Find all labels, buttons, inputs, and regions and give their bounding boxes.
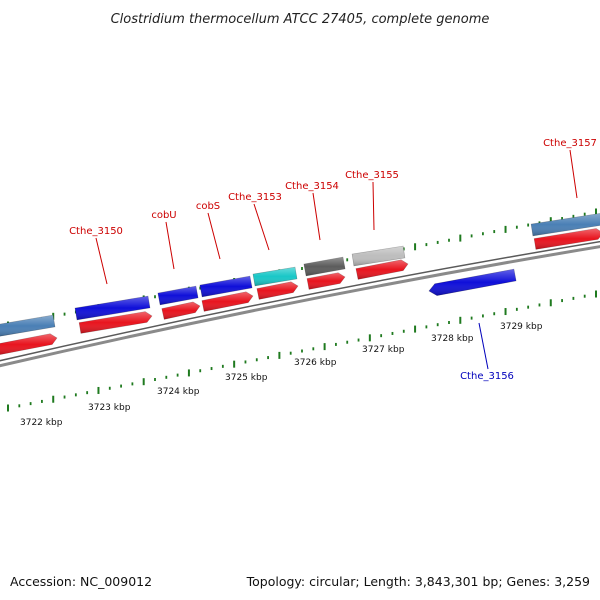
genome-stats-text: Topology: circular; Length: 3,843,301 bp…	[246, 574, 590, 589]
leader-line-cthe-3157	[569, 149, 578, 199]
tick-label: 3722 kbp	[20, 418, 63, 428]
backbone-line-inner	[0, 240, 600, 362]
gene-label-cobs: cobS	[196, 201, 220, 212]
leader-line-cthe-3154	[312, 192, 321, 241]
gene-label-cthe-3155: Cthe_3155	[345, 170, 399, 181]
gene-label-cthe-3150: Cthe_3150	[69, 226, 123, 237]
gene-label-cthe-3154: Cthe_3154	[285, 181, 339, 192]
tick-label: 3728 kbp	[431, 334, 474, 344]
kbp-ticks: 3722 kbp 3723 kbp 3724 kbp 3725 kbp 3726 kbp…	[7, 208, 597, 428]
gene-track	[0, 213, 600, 337]
gene-label-cobu: cobU	[151, 210, 176, 221]
gene-cthe-3153-shade	[253, 267, 297, 286]
leader-line-cthe-3156	[478, 322, 489, 370]
gene-label-cthe-3156: Cthe_3156	[460, 371, 514, 382]
gene-cthe-3157-shade	[531, 213, 600, 236]
gene-cthe-3156-shade	[429, 269, 517, 296]
cds-arrow-shade	[201, 291, 253, 312]
genome-backbone	[0, 240, 600, 368]
gene-cthe-3150-shade	[75, 296, 150, 320]
tick-label: 3723 kbp	[88, 403, 131, 413]
cds-track	[0, 228, 600, 355]
tick-label: 3727 kbp	[362, 345, 405, 355]
cds-arrow-shade	[534, 228, 600, 250]
cds-arrow-shade	[307, 272, 345, 290]
cds-arrow-shade	[0, 333, 57, 355]
tick-label: 3729 kbp	[500, 322, 543, 332]
map-title: Clostridium thermocellum ATCC 27405, com…	[111, 12, 490, 27]
gene-cobs-shade	[199, 276, 253, 297]
gene-cobu-shade	[157, 286, 199, 305]
tick-label: 3724 kbp	[157, 387, 200, 397]
cds-arrow-shade	[256, 281, 298, 300]
gene-cthe-3149-shade	[0, 315, 55, 337]
leader-line-cthe-3155	[372, 181, 375, 231]
cds-arrow-shade	[161, 301, 200, 320]
leader-line-cobs	[207, 212, 221, 260]
tick-label: 3725 kbp	[225, 373, 268, 383]
gene-cthe-3154-shade	[303, 257, 346, 276]
leader-line-cthe-3150	[95, 237, 108, 285]
cds-arrow-shade	[79, 311, 152, 334]
gene-label-cthe-3153: Cthe_3153	[228, 192, 282, 203]
cds-arrow-shade	[355, 259, 408, 280]
tick-label: 3726 kbp	[294, 358, 337, 368]
gene-cthe-3155-shade	[352, 246, 405, 266]
accession-text: Accession: NC_009012	[10, 574, 152, 589]
leader-line-cobu	[165, 221, 175, 270]
backbone-line-outer	[0, 245, 600, 368]
leader-line-cthe-3153	[253, 203, 270, 251]
gene-label-cthe-3157: Cthe_3157	[543, 138, 597, 149]
